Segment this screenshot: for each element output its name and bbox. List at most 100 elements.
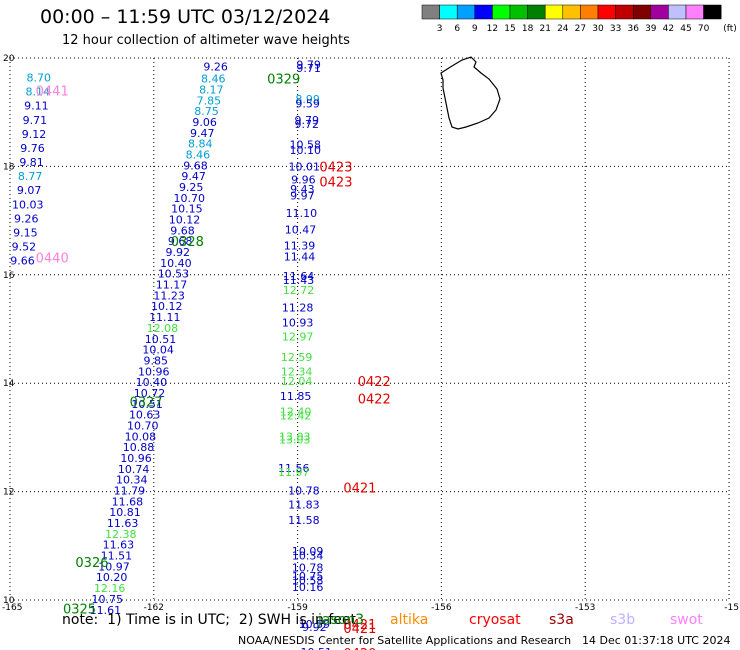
colorbar-swatch: [703, 4, 722, 20]
colorbar-swatch: [597, 4, 616, 20]
wave-height-point: 10.75: [92, 593, 124, 606]
axis-ticks: 10 12 14 16 18 20 -165 -162 -159 -156 -153 -15: [2, 54, 739, 613]
wave-height-point: 8.99: [295, 93, 320, 106]
x-tick-label: -165: [2, 603, 22, 613]
wave-height-point: 10.72: [134, 387, 166, 400]
colorbar-swatch: [509, 4, 528, 20]
wave-height-point: 10.53: [158, 268, 190, 281]
track-label: 0327: [130, 396, 163, 411]
wave-height-point: 10.96: [138, 365, 170, 378]
colorbar-swatch: [421, 4, 440, 20]
wave-height-point: 11.56: [278, 462, 310, 475]
wave-height-point: 12.34: [281, 365, 313, 378]
track-label: 0423: [319, 160, 352, 175]
wave-height-point: 9.79: [294, 114, 319, 127]
wave-height-point: 10.51: [131, 398, 163, 411]
wave-height-point: 8.75: [194, 105, 219, 118]
wave-height-point: 12.08: [147, 322, 179, 335]
wave-height-point: 12.72: [283, 284, 315, 297]
wave-height-point: 11.44: [284, 250, 316, 263]
colorbar-label: 15: [504, 24, 515, 34]
sat-cryosat-label: cryosat: [469, 612, 521, 628]
colorbar-swatch: [544, 4, 564, 20]
colorbar-label: 33: [610, 24, 621, 34]
y-tick-label: 18: [3, 162, 15, 172]
wave-height-point: 9.68: [168, 235, 193, 248]
wave-height-point: 12.40: [280, 405, 312, 418]
x-tick-label: -162: [144, 603, 164, 613]
wave-height-point: 10.15: [171, 203, 203, 216]
track-label: 0422: [358, 375, 391, 390]
track-label: 0423: [319, 176, 352, 191]
track-label: 0440: [36, 251, 69, 266]
wave-height-point: 11.43: [283, 274, 315, 287]
wave-height-point: 11.17: [156, 279, 188, 292]
wave-height-point: 10.74: [118, 463, 150, 476]
hawaii-island-outline: [440, 56, 501, 130]
wave-height-point: 9.76: [20, 142, 45, 155]
wave-height-point: 9.43: [290, 183, 315, 196]
colorbar-unit: (ft): [723, 24, 737, 34]
colorbar-swatch: [527, 4, 546, 20]
wave-height-point: 11.61: [90, 604, 122, 617]
credit-text: NOAA/NESDIS Center for Satellite Applica…: [238, 634, 572, 647]
colorbar-label: 6: [454, 24, 460, 34]
wave-height-point: 11.63: [103, 539, 135, 552]
wave-height-point: 12.16: [94, 582, 126, 595]
track-label: 0441: [36, 85, 69, 100]
wave-height-point: 11.23: [153, 289, 185, 302]
footer-note: note: 1) Time is in UTC; 2) SWH is in fe…: [62, 612, 356, 628]
wave-height-point: 11.79: [114, 485, 146, 498]
wave-height-point: 11.83: [288, 499, 320, 512]
wave-height-point: 10.40: [160, 257, 192, 270]
wave-height-point: 9.26: [203, 61, 228, 74]
wave-height-point: 9.47: [181, 170, 206, 183]
wave-height-point: 12.04: [281, 375, 313, 388]
wave-height-point: 11.28: [282, 301, 314, 314]
wave-height-point: 8.46: [186, 148, 211, 161]
wave-height-point: 8.46: [201, 73, 226, 86]
wave-height-point: 12.38: [105, 528, 137, 541]
wave-height-point: 10.97: [98, 560, 130, 573]
wave-height-point: 10.88: [123, 441, 155, 454]
wave-height-point: 8.84: [188, 138, 213, 151]
wave-height-point: 10.09: [292, 545, 324, 558]
colorbar-label: 21: [539, 24, 550, 34]
sat-s3b-label: s3b: [610, 612, 636, 628]
wave-height-point: 10.81: [109, 506, 141, 519]
chart-subtitle: 12 hour collection of altimeter wave hei…: [62, 33, 350, 48]
track-label: 0325: [63, 603, 96, 618]
colorbar-label: 18: [522, 24, 534, 34]
colorbar-swatch: [439, 4, 458, 20]
wave-height-point: 10.01: [289, 160, 321, 173]
wave-height-point: 9.12: [22, 128, 47, 141]
wave-height-point: 10.70: [127, 419, 159, 432]
colorbar-label: 39: [645, 24, 657, 34]
wave-height-point: 9.66: [10, 255, 35, 268]
wave-height-point: 9.26: [14, 212, 39, 225]
wave-height-point: 10.10: [290, 144, 322, 157]
wave-height-point: 10.93: [282, 316, 314, 329]
wave-height-point: 10.47: [285, 223, 317, 236]
colorbar-swatch: [685, 4, 704, 20]
colorbar-swatch: [492, 4, 511, 20]
colorbar-swatch: [668, 4, 687, 20]
colorbar-swatch: [615, 4, 634, 20]
wave-height-point: 10.03: [12, 198, 44, 211]
wave-height-point: 13.03: [279, 434, 311, 447]
x-tick-label: -156: [431, 603, 452, 613]
wave-height-point: 11.10: [286, 207, 318, 220]
colorbar-swatch: [632, 4, 652, 20]
sat-jason3-label: jason3: [318, 612, 365, 628]
wave-height-points: 8.708.149.119.719.129.769.818.779.0710.0…: [10, 59, 332, 650]
wave-height-point: 9.96: [291, 173, 316, 186]
wave-height-point: 10.12: [151, 300, 183, 313]
wave-height-point: 9.59: [295, 98, 320, 111]
wave-height-point: 8.17: [199, 83, 224, 96]
colorbar-swatch: [580, 4, 599, 20]
wave-height-point: 13.03: [279, 430, 311, 443]
sat-s3a-label: s3a: [549, 612, 574, 628]
wave-height-point: 10.78: [288, 485, 320, 498]
wave-height-point: 9.68: [170, 224, 195, 237]
